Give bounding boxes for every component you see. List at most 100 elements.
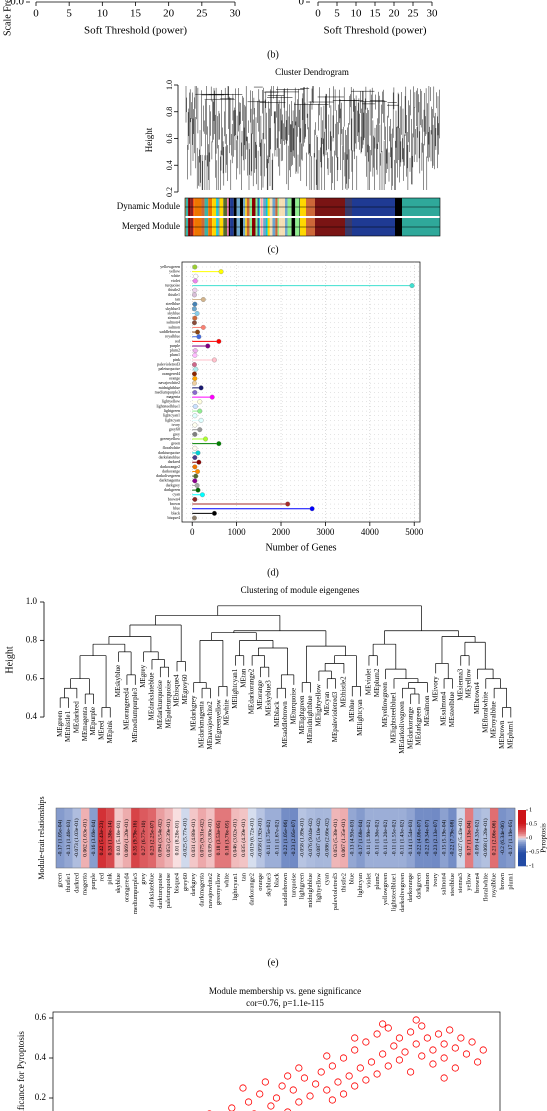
leaf-label: MElightsteelblue1 [390, 691, 398, 743]
point [328, 1096, 336, 1104]
lollipop-dot [192, 413, 198, 419]
category-label: blue [173, 506, 180, 511]
cell-label: -0.11 (1.67e-02) [273, 820, 280, 856]
category-label: grey60 [169, 427, 180, 432]
point [440, 1074, 448, 1082]
point [295, 1098, 303, 1106]
legend-title: Pyroptosis [540, 823, 547, 853]
column-label: plum2 [374, 873, 381, 890]
category-label: lightgreen [164, 408, 180, 413]
panel-label: (d) [267, 567, 279, 578]
lollipop-dot [192, 376, 198, 382]
column-label: black [274, 872, 281, 887]
y-tick-label: 0.6 [165, 134, 174, 144]
category-label: lightyellow [162, 399, 180, 404]
heatmap-cell [256, 808, 265, 868]
category-label: white [171, 273, 180, 278]
leaf-label: MEred [98, 720, 106, 740]
lollipop-dot [191, 292, 197, 298]
cell-label: -0.086 (2.66e-02) [324, 818, 331, 857]
lollipop-dot [197, 408, 203, 414]
column-label: yellow [466, 873, 473, 891]
x-tick-label: 10 [97, 8, 109, 20]
cell-label: 0.062 (1.63e-01) [81, 819, 88, 857]
leaf-label: MEfloralwhite [481, 692, 489, 733]
lollipop-dot [198, 385, 204, 391]
point [406, 1028, 415, 1036]
heatmap-cell [348, 808, 357, 868]
leaf-label: MEpalevioletred3 [331, 691, 339, 742]
lollipop-dot [209, 394, 215, 400]
lollipop-dot [192, 403, 198, 409]
colorbar-step [518, 838, 526, 841]
heatmap-cell [264, 808, 274, 868]
category-label: turquoise [165, 283, 180, 288]
leaf-label: MEblue [348, 699, 356, 722]
cell-label: 0.33 (1.38e-14) [107, 821, 114, 856]
point [457, 1034, 465, 1042]
column-label: salmon4 [441, 872, 448, 895]
leaf-label: MEdarkorange2 [248, 668, 256, 714]
leaf-label: MEgreen [56, 710, 64, 737]
leaf-label: MEyellowgreen [381, 682, 389, 728]
leaf-label: MEorange [256, 680, 264, 710]
cell-label: -0.2 (6.34e-06) [499, 821, 506, 855]
heatmap-cell [122, 808, 132, 868]
colorbar-step [518, 860, 526, 863]
leaf-label: MEplum1 [506, 720, 514, 749]
point [479, 1046, 487, 1054]
category-label: darkmagenta [159, 478, 180, 483]
heatmap-cell [331, 808, 340, 868]
heatmap-cell [381, 808, 391, 868]
point [384, 1024, 392, 1032]
cell-label: 0.21 (2.06e-06) [490, 821, 497, 856]
leaf-label: MEturquoise [289, 688, 297, 725]
y-tick-label: 0.2 [35, 1092, 46, 1102]
leaf-label: MEgrey60 [181, 674, 189, 704]
colorbar-tick-label: -1 [529, 862, 534, 869]
point [373, 1070, 381, 1078]
point [244, 1098, 253, 1106]
colorbar-step [518, 856, 526, 859]
cell-label: 0.069 (1.20e-01) [123, 819, 130, 857]
category-label: darkturquoise [158, 450, 180, 455]
cell-label: -0.019 (6.72e-01) [248, 818, 255, 857]
leaf-label: MEdarkgreen [415, 707, 423, 746]
y-tick-label: 0.0 [10, 0, 24, 8]
column-label: yellowgreen [382, 872, 389, 905]
category-label: lightsteelblue1 [156, 403, 180, 408]
category-label: plum1 [170, 352, 180, 357]
column-label: darkgreen [416, 872, 423, 899]
leaf-label: MEplum2 [373, 668, 381, 697]
category-label: greenyellow [160, 436, 180, 441]
point [412, 1040, 420, 1048]
heatmap-cell [306, 808, 315, 868]
column-label: greenyellow [215, 873, 222, 905]
point [395, 1034, 404, 1042]
leaf-label: MEdarkturquoise [156, 680, 164, 729]
cell-label: 0.18 (3.53e-05) [215, 821, 222, 856]
column-label: thistle2 [340, 873, 347, 892]
cell-label: -0.22 (4.08e-07) [415, 820, 422, 857]
heatmap-cell [364, 808, 374, 868]
category-label: darkred [168, 459, 180, 464]
point [362, 1038, 370, 1046]
column-label: darkgrey [190, 872, 197, 896]
x-axis-label: Number of Genes [265, 542, 336, 553]
column-label: paleturquoise [165, 873, 172, 908]
x-tick-label: 1000 [228, 527, 247, 537]
category-label: midnightblue [159, 385, 181, 390]
y-axis-label: Height [4, 646, 15, 673]
column-label: darkslateblue [148, 873, 155, 908]
column-label: lightgreen [299, 872, 306, 899]
cell-label: 0.03 (5.10e-01) [115, 821, 122, 856]
point [379, 1050, 387, 1058]
column-label: brown4 [474, 872, 481, 893]
point [284, 1108, 292, 1111]
panel-label: (b) [267, 49, 279, 60]
category-label: palevioletred3 [157, 362, 180, 367]
colorbar-step [518, 834, 526, 837]
cell-label: -0.22 (7.79e-08) [449, 820, 456, 857]
lollipop-dot [205, 343, 211, 349]
lollipop-dot [195, 450, 201, 456]
